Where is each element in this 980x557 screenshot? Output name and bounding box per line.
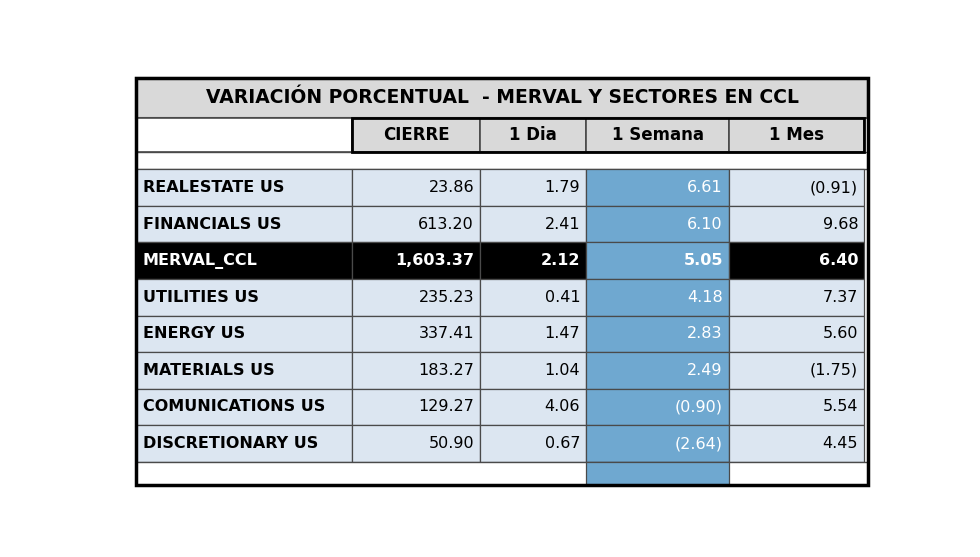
Text: DISCRETIONARY US: DISCRETIONARY US xyxy=(143,436,318,451)
Text: 613.20: 613.20 xyxy=(418,217,474,232)
Text: COMUNICATIONS US: COMUNICATIONS US xyxy=(143,399,325,414)
Bar xyxy=(480,242,586,279)
Bar xyxy=(480,169,586,206)
Bar xyxy=(352,169,480,206)
Bar xyxy=(480,316,586,352)
Text: ENERGY US: ENERGY US xyxy=(143,326,245,341)
Bar xyxy=(352,389,480,426)
Bar xyxy=(729,316,864,352)
Bar xyxy=(586,352,729,389)
Bar xyxy=(352,118,864,152)
Bar xyxy=(136,118,352,152)
Bar xyxy=(480,206,586,242)
Bar xyxy=(729,242,864,279)
Text: 5.05: 5.05 xyxy=(683,253,723,268)
Text: 4.18: 4.18 xyxy=(687,290,723,305)
Text: CIERRE: CIERRE xyxy=(383,126,450,144)
Bar xyxy=(729,279,864,316)
Bar xyxy=(729,206,864,242)
Text: REALESTATE US: REALESTATE US xyxy=(143,180,284,195)
Text: 2.83: 2.83 xyxy=(687,326,723,341)
Bar xyxy=(586,118,729,152)
Bar xyxy=(352,279,480,316)
Text: 4.06: 4.06 xyxy=(545,399,580,414)
Text: (1.75): (1.75) xyxy=(810,363,858,378)
Bar xyxy=(136,169,352,206)
Bar xyxy=(586,389,729,426)
Bar xyxy=(352,316,480,352)
Text: 1.47: 1.47 xyxy=(545,326,580,341)
Bar xyxy=(586,169,729,206)
Bar xyxy=(136,242,352,279)
Text: 1.79: 1.79 xyxy=(545,180,580,195)
Text: 1 Dia: 1 Dia xyxy=(510,126,558,144)
Bar xyxy=(729,389,864,426)
Bar xyxy=(136,152,868,169)
Text: 6.10: 6.10 xyxy=(687,217,723,232)
Bar xyxy=(480,352,586,389)
Bar xyxy=(586,206,729,242)
Text: 4.45: 4.45 xyxy=(822,436,858,451)
Text: (0.91): (0.91) xyxy=(810,180,858,195)
Bar xyxy=(352,242,480,279)
Bar xyxy=(586,242,729,279)
Bar xyxy=(136,77,868,118)
Text: 50.90: 50.90 xyxy=(428,436,474,451)
Text: 2.41: 2.41 xyxy=(545,217,580,232)
Text: 9.68: 9.68 xyxy=(822,217,858,232)
Text: (2.64): (2.64) xyxy=(675,436,723,451)
Text: FINANCIALS US: FINANCIALS US xyxy=(143,217,281,232)
Bar xyxy=(729,169,864,206)
Text: 0.67: 0.67 xyxy=(545,436,580,451)
Text: 1 Semana: 1 Semana xyxy=(612,126,704,144)
Bar xyxy=(480,426,586,462)
Text: 1.04: 1.04 xyxy=(545,363,580,378)
Bar xyxy=(586,462,729,485)
Bar xyxy=(352,118,480,152)
Bar xyxy=(136,352,352,389)
Bar xyxy=(729,118,864,152)
Bar xyxy=(729,426,864,462)
Text: MATERIALS US: MATERIALS US xyxy=(143,363,274,378)
Bar xyxy=(586,316,729,352)
Text: 1,603.37: 1,603.37 xyxy=(395,253,474,268)
Text: 129.27: 129.27 xyxy=(418,399,474,414)
Text: 337.41: 337.41 xyxy=(418,326,474,341)
Bar xyxy=(136,316,352,352)
Text: 7.37: 7.37 xyxy=(823,290,858,305)
Bar xyxy=(480,118,586,152)
Text: 1 Mes: 1 Mes xyxy=(769,126,824,144)
Text: UTILITIES US: UTILITIES US xyxy=(143,290,259,305)
Bar xyxy=(586,426,729,462)
Bar xyxy=(480,389,586,426)
Text: 183.27: 183.27 xyxy=(418,363,474,378)
Text: 2.49: 2.49 xyxy=(687,363,723,378)
Bar xyxy=(136,462,868,485)
Text: 0.41: 0.41 xyxy=(545,290,580,305)
Text: VARIACIÓN PORCENTUAL  - MERVAL Y SECTORES EN CCL: VARIACIÓN PORCENTUAL - MERVAL Y SECTORES… xyxy=(206,88,799,107)
Bar xyxy=(586,279,729,316)
Bar xyxy=(136,389,352,426)
Text: 2.12: 2.12 xyxy=(541,253,580,268)
Text: MERVAL_CCL: MERVAL_CCL xyxy=(143,253,258,268)
Text: 5.60: 5.60 xyxy=(822,326,858,341)
Text: 6.40: 6.40 xyxy=(818,253,858,268)
Bar xyxy=(352,352,480,389)
Text: 6.61: 6.61 xyxy=(687,180,723,195)
Bar xyxy=(136,426,352,462)
Bar xyxy=(136,279,352,316)
Text: 5.54: 5.54 xyxy=(822,399,858,414)
Text: 23.86: 23.86 xyxy=(428,180,474,195)
Bar xyxy=(352,426,480,462)
Bar xyxy=(352,206,480,242)
Text: 235.23: 235.23 xyxy=(418,290,474,305)
Bar xyxy=(729,352,864,389)
Bar xyxy=(136,206,352,242)
Text: (0.90): (0.90) xyxy=(675,399,723,414)
Bar xyxy=(480,279,586,316)
